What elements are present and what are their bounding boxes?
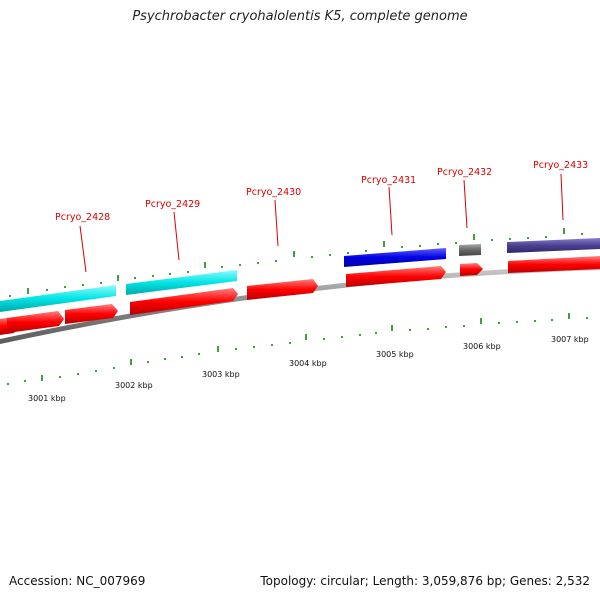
accession-label: Accession: — [9, 574, 73, 588]
kbp-label: 3005 kbp — [376, 350, 414, 359]
reverse-strand-genes — [0, 256, 600, 335]
topology-info: Topology: circular; Length: 3,059,876 bp… — [260, 574, 590, 588]
gene-arrow[interactable] — [508, 256, 600, 273]
accession-value: NC_007969 — [76, 574, 146, 588]
kbp-label: 3002 kbp — [115, 381, 153, 390]
gene-labels: Pcryo_2428 Pcryo_2429 Pcryo_2430 Pcryo_2… — [55, 160, 588, 223]
kbp-label: 3007 kbp — [551, 335, 589, 344]
gene-label[interactable]: Pcryo_2433 — [533, 160, 588, 171]
forward-strand-genes — [0, 238, 600, 312]
gene-label-leaders — [79, 173, 564, 273]
gene-feature-blue[interactable] — [344, 248, 446, 267]
gene-arrow[interactable] — [460, 263, 483, 276]
kbp-label: 3003 kbp — [202, 370, 240, 379]
kbp-label: 3004 kbp — [289, 359, 327, 368]
gene-arrow[interactable] — [130, 288, 238, 315]
gene-label[interactable]: Pcryo_2428 — [55, 212, 110, 223]
upper-scale-ticks — [9, 228, 583, 297]
gene-feature-slate[interactable] — [507, 238, 600, 253]
gene-feature-gray[interactable] — [459, 244, 481, 256]
kbp-label: 3001 kbp — [28, 394, 66, 403]
gene-label[interactable]: Pcryo_2429 — [145, 199, 200, 210]
gene-arrow[interactable] — [346, 266, 446, 287]
gene-arrow[interactable] — [7, 311, 64, 333]
accession-info: Accession: NC_007969 — [9, 574, 145, 588]
gene-feature-cyan[interactable] — [126, 270, 237, 295]
kbp-label: 3006 kbp — [463, 342, 501, 351]
gene-label[interactable]: Pcryo_2430 — [246, 187, 301, 198]
gene-feature-cyan[interactable] — [0, 285, 116, 312]
gene-label[interactable]: Pcryo_2431 — [361, 175, 416, 186]
kbp-labels: 3001 kbp 3002 kbp 3003 kbp 3004 kbp 3005… — [28, 335, 589, 403]
lower-scale-ticks — [7, 313, 588, 385]
gene-arrow[interactable] — [65, 304, 118, 324]
gene-label[interactable]: Pcryo_2432 — [437, 167, 492, 178]
gene-arrow[interactable] — [247, 279, 318, 300]
map-title: Psychrobacter cryohalolentis K5, complet… — [132, 9, 468, 24]
genome-backbone — [0, 265, 600, 344]
